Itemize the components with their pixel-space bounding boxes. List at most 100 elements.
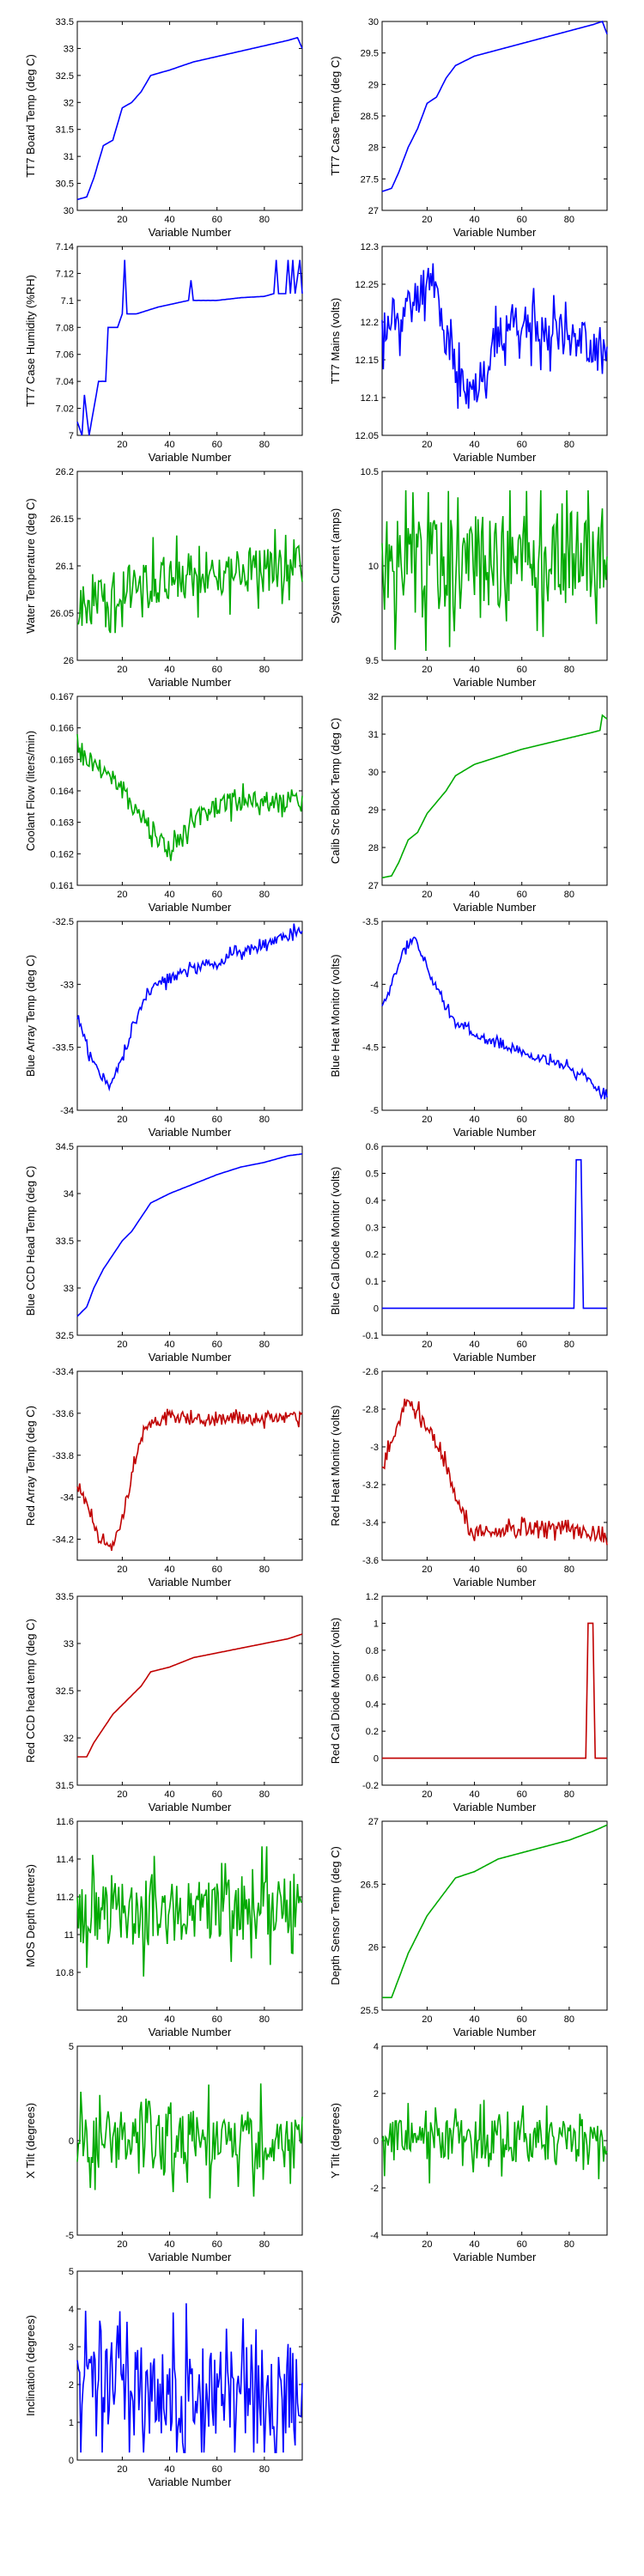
x-axis-label: Variable Number [453,451,537,464]
x-tick-label: 40 [469,1115,479,1125]
x-tick-label: 60 [212,1564,222,1575]
x-axis-label: Variable Number [149,1576,232,1589]
y-axis-label: Blue CCD Head Temp (deg C) [24,1166,37,1316]
x-tick-label: 80 [564,890,574,900]
x-axis-label: Variable Number [149,1126,232,1139]
plot-frame [76,1595,303,1786]
series-line [381,489,608,652]
y-axis-label: TT7 Case Temp (deg C) [329,56,342,175]
x-tick-label: 20 [117,2014,127,2025]
x-tick-label: 60 [212,2014,222,2025]
y-tick-label: 0 [374,2136,379,2147]
y-tick-label: 33.5 [56,1236,74,1247]
y-tick-label: -5 [370,1106,379,1116]
x-tick-label: 20 [422,890,432,900]
series-line [76,36,303,201]
x-tick-label: 20 [117,665,127,675]
y-tick-label: 30 [368,17,379,27]
y-tick-label: -32.5 [52,917,74,927]
y-tick-label: 0.8 [366,1646,379,1656]
y-tick-label: 7.06 [56,350,74,361]
x-axis-label: Variable Number [453,226,537,239]
y-tick-label: 7.12 [56,269,74,279]
x-tick-label: 80 [259,2014,270,2025]
x-tick-label: 60 [517,1115,527,1125]
x-axis-label: Variable Number [149,901,232,914]
y-axis-label: Calib Src Block Temp (deg C) [329,718,342,864]
y-tick-label: 0.4 [366,1700,379,1710]
x-tick-label: 80 [564,1789,574,1800]
x-axis-label: Variable Number [149,2251,232,2263]
y-tick-label: 11 [64,1930,74,1941]
y-tick-label: 10 [368,562,379,572]
y-tick-label: 33 [64,1284,74,1294]
x-axis-label: Variable Number [453,1576,537,1589]
y-tick-label: -34 [60,1106,74,1116]
y-tick-label: 2 [69,2380,74,2391]
y-tick-label: -33 [60,980,74,990]
y-tick-label: 27 [368,881,379,891]
y-tick-label: 28 [368,843,379,854]
y-axis-label: MOS Depth (meters) [24,1864,37,1967]
x-tick-label: 40 [469,440,479,450]
chart-6: 20 40 60 80 9.5 10 10.5 Variable Number System C… [329,467,608,689]
x-axis-label: Variable Number [149,2026,232,2038]
y-tick-label: 12.1 [361,393,379,404]
y-axis-label: Red Array Temp (deg C) [24,1406,37,1526]
y-tick-label: 4 [69,2305,74,2315]
x-tick-label: 40 [469,215,479,225]
x-tick-label: 40 [164,2239,174,2250]
y-axis-label: Red Cal Diode Monitor (volts) [329,1618,342,1765]
y-tick-label: 1 [69,2418,74,2428]
x-tick-label: 60 [212,890,222,900]
x-tick-label: 40 [469,1789,479,1800]
y-axis-label: Depth Sensor Temp (deg C) [329,1846,342,1985]
x-tick-label: 60 [517,1789,527,1800]
plot-frame [76,1145,303,1336]
y-tick-label: 34.5 [56,1142,74,1152]
x-tick-label: 60 [212,1115,222,1125]
x-tick-label: 60 [517,1564,527,1575]
y-tick-label: 26.2 [56,467,74,477]
x-axis-label: Variable Number [149,2476,232,2488]
x-tick-label: 20 [117,1564,127,1575]
x-tick-label: 80 [564,2014,574,2025]
x-tick-label: 20 [117,2464,127,2475]
x-tick-label: 20 [422,1340,432,1350]
y-tick-label: 12.15 [355,355,379,366]
y-tick-label: -2.6 [362,1367,379,1377]
y-tick-label: 12.2 [361,318,379,328]
series-line [76,259,303,436]
y-axis-label: Blue Heat Monitor (volts) [329,954,342,1077]
x-tick-label: 40 [469,1340,479,1350]
x-tick-label: 80 [259,665,270,675]
x-tick-label: 80 [564,665,574,675]
x-tick-label: 60 [212,2464,222,2475]
x-tick-label: 40 [164,215,174,225]
y-tick-label: 26.5 [361,1880,379,1890]
series-line [76,1153,303,1317]
chart-14: 20 40 60 80 -3.6 -3.4 -3.2 -3 -2.8 -2.6 Variable N… [329,1367,608,1589]
x-axis-label: Variable Number [453,1126,537,1139]
y-axis-label: Red Heat Monitor (volts) [329,1406,342,1527]
y-tick-label: -33.6 [52,1409,74,1419]
y-tick-label: 0 [374,1304,379,1315]
y-tick-label: 0.5 [366,1169,379,1179]
y-tick-label: 11.6 [56,1817,74,1827]
series-line [76,2083,303,2199]
x-tick-label: 80 [259,2464,270,2475]
x-axis-label: Variable Number [453,901,537,914]
series-line [382,1158,607,1309]
series-line [382,1622,607,1759]
y-tick-label: 1 [374,1619,379,1629]
x-tick-label: 20 [422,2239,432,2250]
chart-10: 20 40 60 80 -5 -4.5 -4 -3.5 Variable Number Blue … [329,917,608,1139]
y-tick-label: 0 [69,2136,74,2147]
x-tick-label: 60 [212,1340,222,1350]
chart-13: 20 40 60 80 -34.2 -34 -33.8 -33.6 -33.4 Variable … [24,1367,303,1589]
x-tick-label: 80 [259,1789,270,1800]
y-axis-label: Blue Array Temp (deg C) [24,955,37,1077]
series-line [76,2303,303,2453]
x-tick-label: 40 [469,2239,479,2250]
y-axis-label: Coolant Flow (liters/min) [24,731,37,851]
